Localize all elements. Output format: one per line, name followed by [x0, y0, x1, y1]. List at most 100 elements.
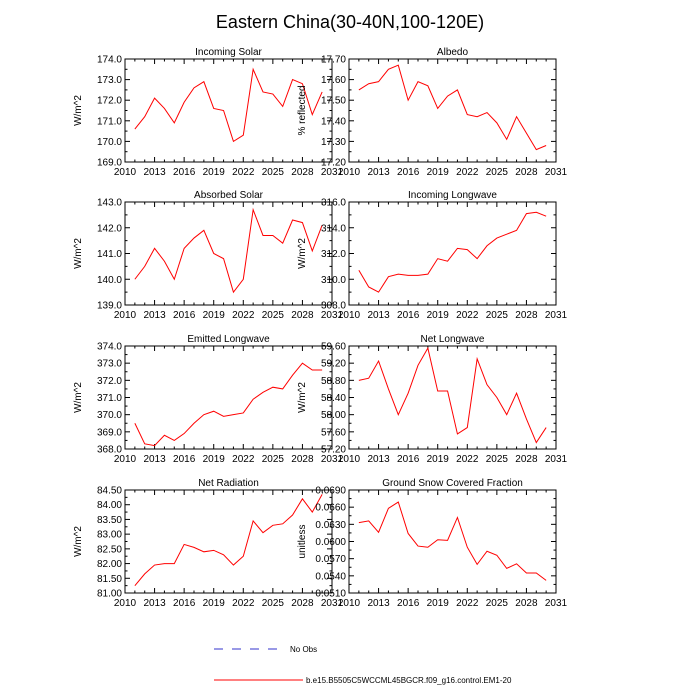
- x-tick-label: 2019: [427, 598, 450, 609]
- x-tick-label: 2028: [515, 454, 538, 465]
- series-line: [358, 211, 547, 293]
- plot-frame: [348, 58, 557, 163]
- panel-6: Net Longwave W/m^2 2010 2013 2016 2019 2022 202…: [297, 334, 568, 465]
- x-tick-label: 2025: [486, 310, 509, 321]
- y-tick-label: 169.0: [97, 158, 122, 169]
- y-tick-label: 314.0: [321, 223, 346, 234]
- x-tick-label: 2013: [367, 454, 390, 465]
- y-tick-label: 17.50: [321, 96, 346, 107]
- x-tick-label: 2019: [203, 598, 226, 609]
- y-tick-label: 141.0: [97, 249, 122, 260]
- y-tick-label: 0.0690: [315, 486, 346, 497]
- panel-title: Incoming Solar: [195, 47, 262, 58]
- y-tick-label: 0.0510: [315, 589, 346, 600]
- series-line: [358, 346, 547, 444]
- x-tick-label: 2010: [114, 310, 137, 321]
- x-tick-label: 2022: [232, 167, 255, 178]
- y-tick-label: 57.60: [321, 427, 346, 438]
- series-line: [358, 501, 547, 581]
- panel-7: Net Radiation W/m^2 2010 2013 2016 2019 2022 20…: [73, 478, 344, 609]
- x-tick-label: 2016: [397, 167, 420, 178]
- y-tick-label: 0.0630: [315, 520, 346, 531]
- y-tick-label: 17.30: [321, 137, 346, 148]
- y-tick-label: 17.60: [321, 75, 346, 86]
- x-tick-label: 2022: [456, 310, 479, 321]
- x-tick-label: 2025: [486, 598, 509, 609]
- y-axis-label: W/m^2: [73, 382, 84, 413]
- x-tick-label: 2016: [397, 310, 420, 321]
- panel-title: Net Radiation: [198, 478, 259, 489]
- x-tick-label: 2016: [397, 454, 420, 465]
- x-tick-label: 2028: [291, 310, 314, 321]
- x-tick-label: 2025: [262, 454, 285, 465]
- x-tick-label: 2022: [232, 310, 255, 321]
- x-tick-label: 2010: [338, 598, 361, 609]
- x-tick-label: 2028: [291, 167, 314, 178]
- x-tick-label: 2022: [232, 598, 255, 609]
- y-tick-label: 84.50: [97, 486, 122, 497]
- panels-group: Incoming Solar W/m^2 2010 2013 2016 2019 2022 2…: [73, 47, 568, 609]
- x-tick-label: 2016: [173, 167, 196, 178]
- y-tick-label: 374.0: [97, 342, 122, 353]
- y-tick-label: 310.0: [321, 275, 346, 286]
- panel-title: Emitted Longwave: [187, 334, 270, 345]
- x-tick-label: 2016: [173, 454, 196, 465]
- x-tick-label: 2010: [114, 454, 137, 465]
- y-tick-label: 312.0: [321, 249, 346, 260]
- y-tick-label: 369.0: [97, 427, 122, 438]
- legend-model-label: b.e15.B5505C5WCCML45BGCR.f09_g16.control…: [306, 676, 512, 685]
- panel-1: Incoming Solar W/m^2 2010 2013 2016 2019 2022 2…: [73, 47, 344, 178]
- x-tick-label: 2013: [367, 598, 390, 609]
- panel-title: Net Longwave: [421, 334, 485, 345]
- x-tick-label: 2016: [397, 598, 420, 609]
- x-tick-label: 2019: [203, 167, 226, 178]
- x-tick-label: 2022: [456, 167, 479, 178]
- y-tick-label: 81.50: [97, 574, 122, 585]
- y-tick-label: 143.0: [97, 198, 122, 209]
- x-tick-label: 2022: [456, 598, 479, 609]
- y-tick-label: 371.0: [97, 393, 122, 404]
- x-tick-label: 2010: [114, 167, 137, 178]
- y-tick-label: 316.0: [321, 198, 346, 209]
- x-tick-label: 2019: [427, 310, 450, 321]
- series-line: [134, 67, 323, 143]
- x-tick-label: 2031: [545, 167, 568, 178]
- x-tick-label: 2019: [203, 454, 226, 465]
- y-tick-label: 57.20: [321, 445, 346, 456]
- legend-obs-label: No Obs: [290, 645, 317, 654]
- x-tick-label: 2028: [515, 310, 538, 321]
- x-tick-label: 2016: [173, 598, 196, 609]
- y-tick-label: 58.80: [321, 376, 346, 387]
- x-tick-label: 2028: [291, 598, 314, 609]
- y-tick-label: 372.0: [97, 376, 122, 387]
- y-tick-label: 84.00: [97, 500, 122, 511]
- x-tick-label: 2025: [262, 598, 285, 609]
- y-tick-label: 368.0: [97, 445, 122, 456]
- x-tick-label: 2025: [486, 167, 509, 178]
- y-tick-label: 142.0: [97, 223, 122, 234]
- x-tick-label: 2025: [262, 310, 285, 321]
- series-line: [134, 362, 323, 447]
- y-tick-label: 82.50: [97, 544, 122, 555]
- panel-3: Absorbed Solar W/m^2 2010 2013 2016 2019 2022 2…: [73, 190, 344, 321]
- x-tick-label: 2028: [515, 598, 538, 609]
- x-tick-label: 2022: [232, 454, 255, 465]
- series-line: [358, 64, 547, 151]
- panel-2: Albedo % reflected 2010 2013 2016 2019 2022 202…: [297, 47, 568, 178]
- legend: No Obs b.e15.B5505C5WCCML45BGCR.f09_g16.…: [214, 645, 512, 685]
- y-axis-label: W/m^2: [297, 238, 308, 269]
- panel-title: Albedo: [437, 47, 469, 58]
- x-tick-label: 2025: [262, 167, 285, 178]
- x-tick-label: 2010: [338, 167, 361, 178]
- x-tick-label: 2010: [338, 310, 361, 321]
- panel-title: Absorbed Solar: [194, 190, 264, 201]
- y-axis-label: unitless: [297, 525, 308, 559]
- y-tick-label: 58.00: [321, 410, 346, 421]
- x-tick-label: 2019: [203, 310, 226, 321]
- x-tick-label: 2031: [321, 598, 344, 609]
- y-axis-label: % reflected: [297, 85, 308, 135]
- figure-title: Eastern China(30-40N,100-120E): [216, 12, 484, 32]
- y-tick-label: 0.0540: [315, 571, 346, 582]
- y-tick-label: 82.00: [97, 559, 122, 570]
- y-tick-label: 172.0: [97, 96, 122, 107]
